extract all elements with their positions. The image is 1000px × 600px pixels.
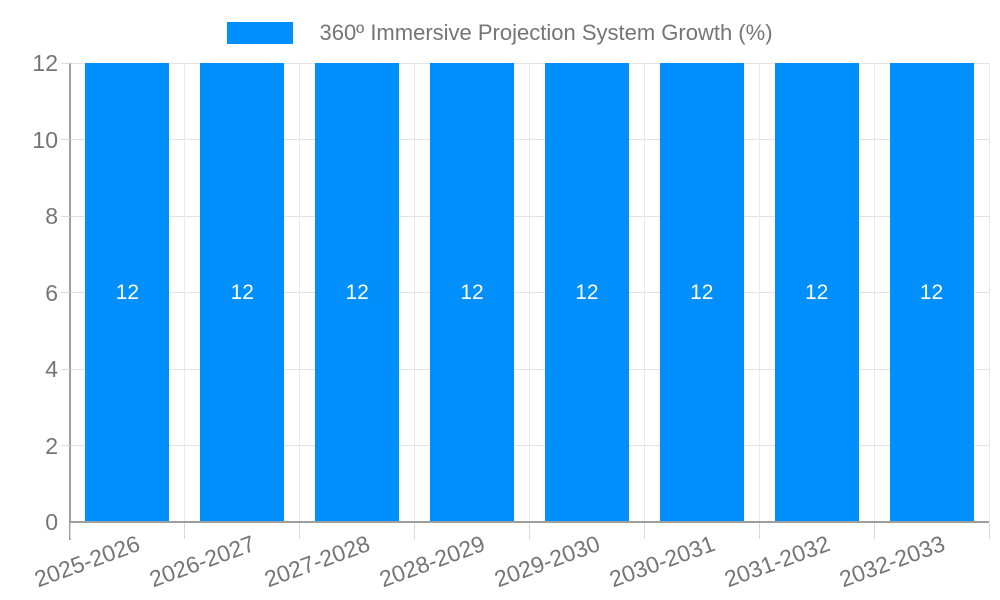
v-gridline <box>643 63 645 522</box>
y-tick-label: 4 <box>45 356 58 382</box>
y-tick-mark <box>61 62 70 64</box>
legend[interactable]: 360º Immersive Projection System Growth … <box>0 20 1000 46</box>
v-gridline <box>529 63 530 522</box>
y-tick-label: 0 <box>45 509 58 535</box>
v-gridline <box>988 63 990 522</box>
x-tick-mark <box>414 523 416 539</box>
x-tick-mark <box>758 523 760 539</box>
v-gridline <box>299 63 301 522</box>
x-tick-mark <box>529 523 530 539</box>
x-tick-mark <box>69 523 71 539</box>
x-tick-mark <box>873 523 875 539</box>
y-tick-label: 8 <box>45 203 58 229</box>
legend-swatch <box>227 22 294 44</box>
v-gridline <box>873 63 875 522</box>
legend-label: 360º Immersive Projection System Growth … <box>319 20 773 45</box>
x-tick-mark <box>988 523 990 539</box>
y-tick-mark <box>61 215 70 217</box>
x-axis-line <box>69 521 989 523</box>
bar-2028-2029[interactable] <box>430 63 515 522</box>
y-axis-line <box>69 63 71 540</box>
bar-2027-2028[interactable] <box>315 63 400 522</box>
bar-value-label: 12 <box>460 280 484 304</box>
bar-value-label: 12 <box>345 280 369 304</box>
bar-2030-2031[interactable] <box>659 63 744 522</box>
x-tick-mark <box>643 523 645 539</box>
bar-value-label: 12 <box>115 280 140 304</box>
y-tick-mark <box>61 368 70 370</box>
bar-2026-2027[interactable] <box>200 63 285 522</box>
y-tick-label: 2 <box>45 432 58 459</box>
bar-2029-2030[interactable] <box>544 63 629 522</box>
y-tick-label: 10 <box>32 126 58 153</box>
bar-value-label: 12 <box>575 280 599 304</box>
bar-2025-2026[interactable] <box>85 63 170 522</box>
x-tick-mark <box>299 523 301 539</box>
bar-2032-2033[interactable] <box>889 63 974 522</box>
bar-2031-2032[interactable] <box>774 63 859 522</box>
y-tick-label: 12 <box>32 50 58 76</box>
y-tick-mark <box>61 139 70 140</box>
x-axis: 2025-2026 2026-2027 2027-2028 2028-2029 2029… <box>0 522 1000 600</box>
v-gridline <box>758 63 760 522</box>
bar-value-label: 12 <box>919 280 944 304</box>
bar-value-label: 12 <box>230 280 254 304</box>
v-gridline <box>184 63 186 522</box>
y-tick-mark <box>61 292 70 293</box>
bar-value-label: 12 <box>805 280 829 304</box>
v-gridline <box>414 63 416 522</box>
y-tick-label: 6 <box>45 279 58 306</box>
plot-area: 12 12 12 12 12 12 12 12 <box>70 62 990 522</box>
bar-value-label: 12 <box>690 280 714 304</box>
x-tick-mark <box>184 523 186 539</box>
y-tick-mark <box>61 445 70 446</box>
